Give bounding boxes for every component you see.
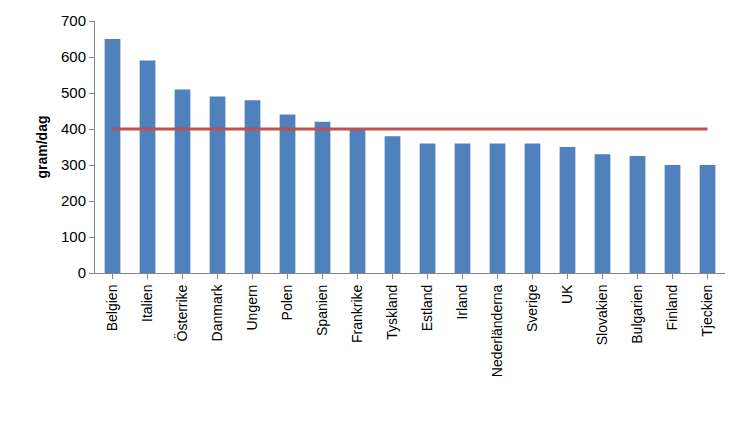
svg-text:Spanien: Spanien xyxy=(314,285,330,336)
svg-text:600: 600 xyxy=(61,48,86,65)
svg-text:Bulgarien: Bulgarien xyxy=(629,285,645,344)
svg-text:Sverige: Sverige xyxy=(524,284,540,332)
svg-text:200: 200 xyxy=(61,192,86,209)
svg-text:Irland: Irland xyxy=(454,285,470,320)
svg-text:Tyskland: Tyskland xyxy=(384,285,400,340)
svg-text:Ungern: Ungern xyxy=(244,285,260,331)
svg-text:0: 0 xyxy=(78,264,86,281)
svg-text:Danmark: Danmark xyxy=(209,284,225,342)
svg-text:UK: UK xyxy=(559,284,575,304)
svg-text:700: 700 xyxy=(61,12,86,29)
svg-text:Italien: Italien xyxy=(139,285,155,322)
svg-text:Polen: Polen xyxy=(279,285,295,321)
svg-text:Frankrike: Frankrike xyxy=(349,284,365,343)
svg-text:Finland: Finland xyxy=(664,285,680,331)
svg-text:500: 500 xyxy=(61,84,86,101)
svg-text:Slovakien: Slovakien xyxy=(594,285,610,346)
svg-text:Nederländerna: Nederländerna xyxy=(489,284,505,377)
svg-text:gram/dag: gram/dag xyxy=(34,115,50,178)
svg-text:300: 300 xyxy=(61,156,86,173)
svg-text:100: 100 xyxy=(61,228,86,245)
svg-text:Tjeckien: Tjeckien xyxy=(699,285,715,337)
svg-text:400: 400 xyxy=(61,120,86,137)
svg-text:Österrike: Österrike xyxy=(173,284,190,341)
svg-text:Belgien: Belgien xyxy=(104,285,120,332)
svg-text:Estland: Estland xyxy=(419,285,435,332)
